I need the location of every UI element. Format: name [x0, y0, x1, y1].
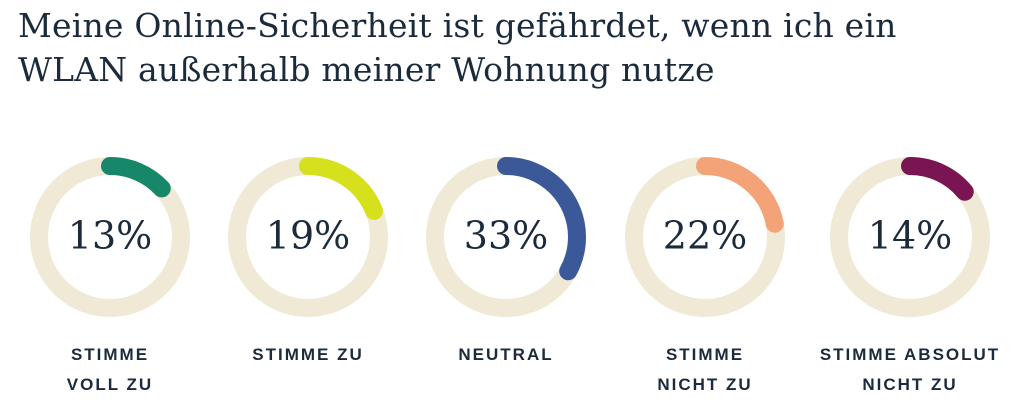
donut-arc	[30, 157, 190, 317]
donut-arc	[426, 157, 586, 317]
category-label: NEUTRAL	[458, 345, 554, 364]
value-label: 13%	[68, 214, 152, 258]
donut-arc	[625, 157, 785, 317]
chart-title: Meine Online-Sicherheit ist gefährdet, w…	[18, 6, 897, 89]
value-label: 14%	[868, 214, 952, 258]
value-label: 19%	[266, 214, 350, 258]
category-label: STIMME ABSOLUT NICHT ZU	[819, 345, 1001, 394]
category-label: STIMME NICHT ZU	[657, 345, 753, 394]
value-label: 33%	[464, 214, 548, 258]
category-label: STIMME VOLL ZU	[66, 345, 154, 394]
donut-arc	[830, 157, 990, 317]
category-label: STIMME ZU	[252, 345, 364, 364]
donut-arc	[228, 157, 388, 317]
value-label: 22%	[663, 214, 747, 258]
